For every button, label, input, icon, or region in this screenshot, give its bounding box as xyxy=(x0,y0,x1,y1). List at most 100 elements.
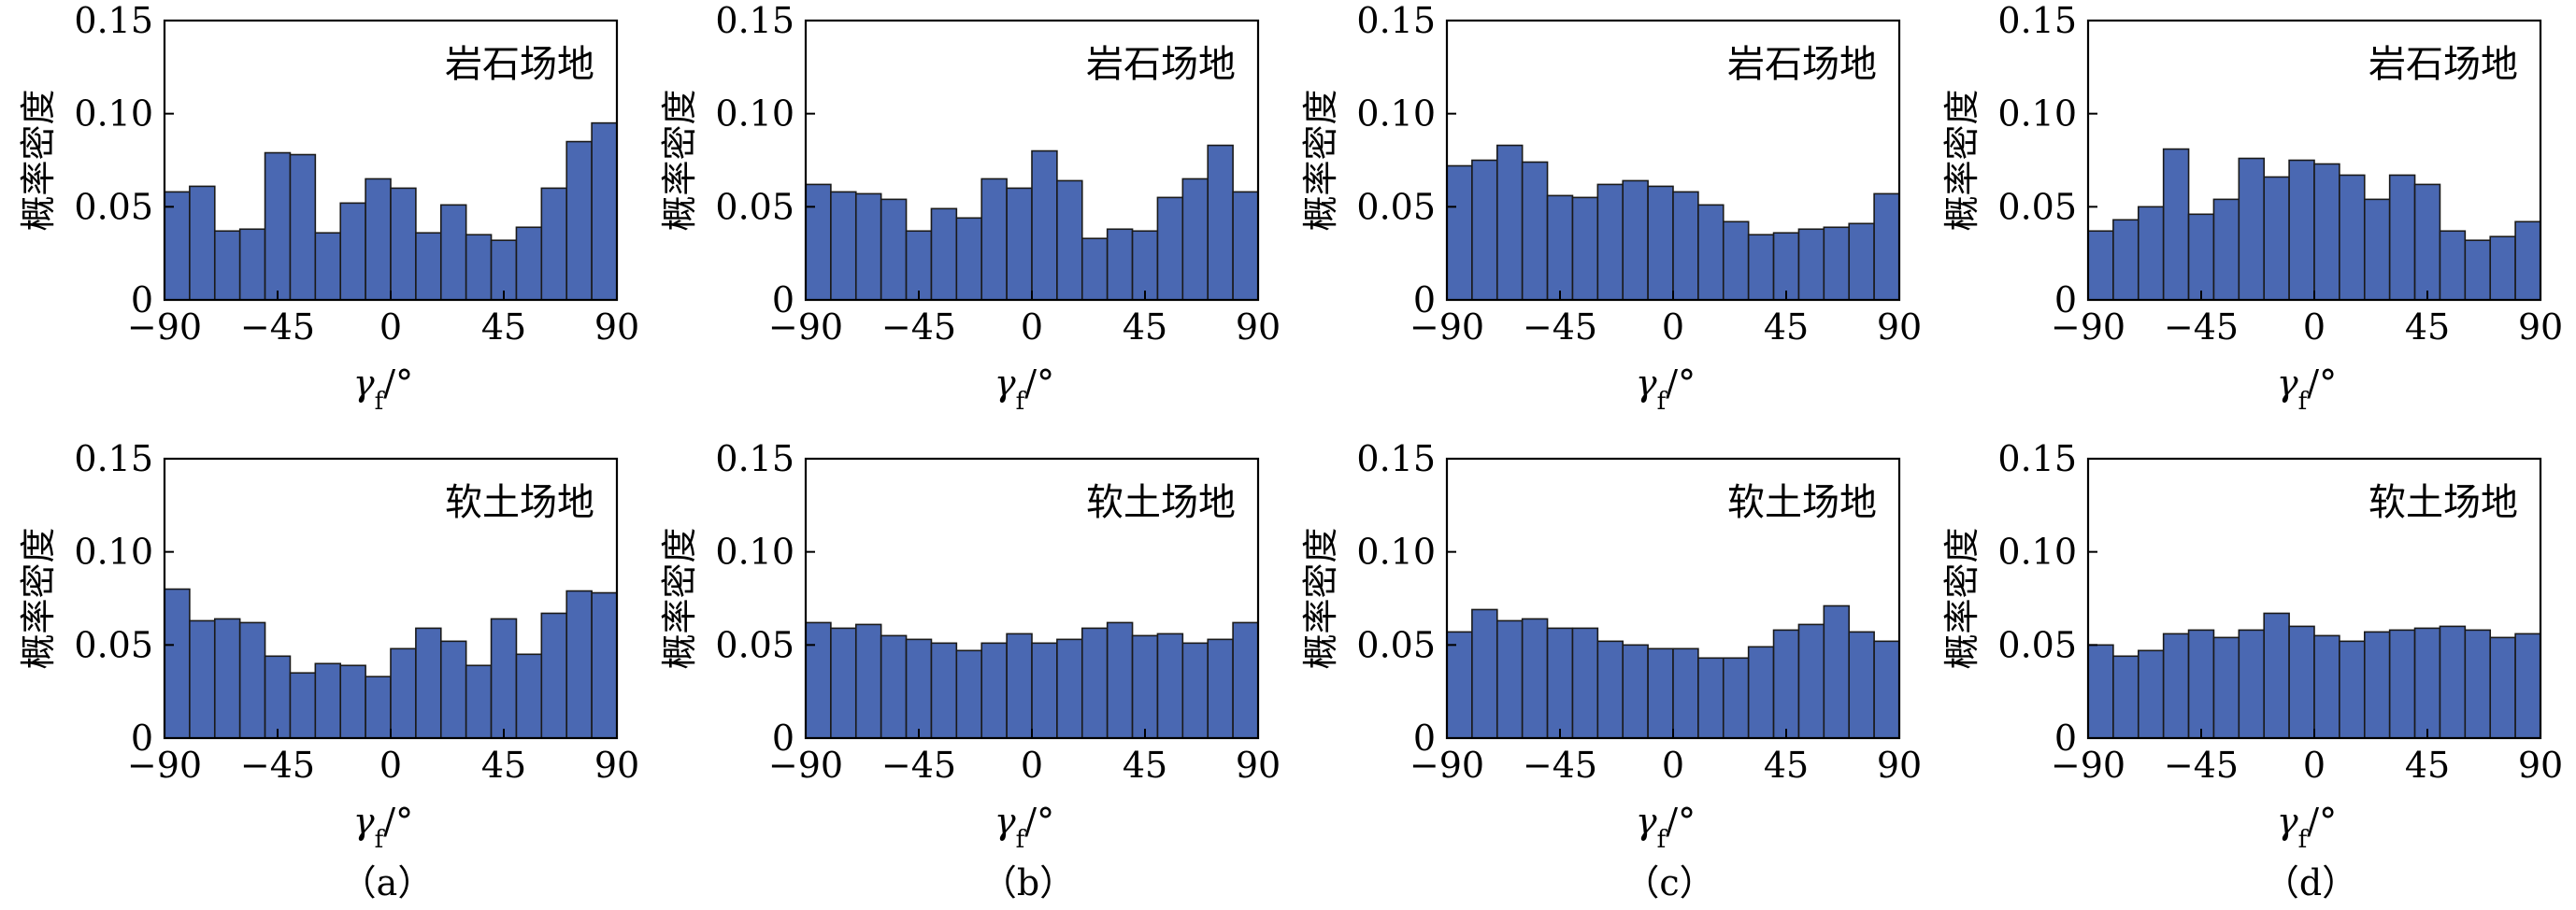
panel-rock-c-site-label: 岩石场地 xyxy=(1727,43,1877,86)
panel-soft-d-bar xyxy=(2212,636,2240,739)
panel-soft-d-ytick-label: 0 xyxy=(2054,718,2077,759)
panel-rock-b-ytick-label: 0.15 xyxy=(715,0,794,41)
panel-rock-a-xtick-label: −90 xyxy=(127,306,202,348)
panel-soft-a-bar xyxy=(238,621,266,739)
panel-soft-c-ytick-label: 0 xyxy=(1413,718,1436,759)
panel-rock-a-xtick-label: −45 xyxy=(240,306,315,348)
panel-soft-c-bar xyxy=(1571,627,1599,739)
panel-soft-c-bar xyxy=(1722,657,1750,739)
panel-rock-c-bar xyxy=(1521,161,1549,301)
panel-rock-a-bar xyxy=(390,187,417,301)
panel-rock-a-xtick-label: 45 xyxy=(481,306,526,348)
panel-rock-d-ylabel: 概率密度 xyxy=(1941,89,1982,231)
panel-rock-b-bar xyxy=(930,207,958,301)
panel-soft-a-xtick-label: −45 xyxy=(240,745,315,786)
panel-rock-b-bar xyxy=(830,191,857,301)
panel-soft-d-site-label: 软土场地 xyxy=(2368,481,2518,524)
panel-rock-d-bar xyxy=(2238,157,2266,301)
panel-soft-d-bar xyxy=(2288,625,2315,739)
panel-rock-c-bar xyxy=(1446,164,1473,301)
panel-rock-c-bar xyxy=(1496,144,1524,301)
panel-soft-d-bar xyxy=(2187,629,2215,739)
panel-soft-c-bar xyxy=(1521,618,1549,739)
panel-rock-a-xtick-label: 90 xyxy=(594,306,639,348)
panel-rock-a-bar xyxy=(365,178,392,301)
panel-rock-b-bar xyxy=(1106,228,1134,301)
panel-soft-b-bar xyxy=(830,627,857,739)
panel-rock-c-xtick-label: 90 xyxy=(1877,306,1922,348)
panel-rock-d-bar xyxy=(2187,213,2215,301)
panel-rock-b-bar xyxy=(1156,196,1184,301)
panel-rock-d-ytick-label: 0.15 xyxy=(1997,0,2077,41)
panel-soft-c-bar xyxy=(1672,647,1699,739)
panel-soft-b-bar xyxy=(854,623,882,739)
panel-rock-d-site-label: 岩石场地 xyxy=(2368,43,2518,86)
panel-soft-d-bar xyxy=(2489,636,2516,739)
panel-soft-a-ytick-label: 0.05 xyxy=(74,624,153,665)
panel-soft-b-xlabel: γf/° xyxy=(995,801,1054,854)
panel-rock-d-bar xyxy=(2288,159,2315,301)
panel-soft-b-ytick-label: 0.15 xyxy=(715,438,794,479)
panel-rock-d-bar xyxy=(2137,206,2165,301)
panel-soft-c-bar xyxy=(1697,657,1724,739)
panel-rock-b-ytick-label: 0 xyxy=(772,279,794,320)
panel-rock-b-ytick-label: 0.10 xyxy=(715,93,794,135)
panel-rock-c-bar xyxy=(1772,232,1800,301)
panel-rock-c-xtick-label: −90 xyxy=(1410,306,1484,348)
panel-soft-a-bar xyxy=(339,664,366,739)
panel-rock-d-bar xyxy=(2263,176,2290,301)
panel-soft-b-xtick-label: 0 xyxy=(1021,745,1043,786)
panel-rock-b-xtick-label: 0 xyxy=(1021,306,1043,348)
panel-rock-d-bar xyxy=(2439,230,2467,301)
panel-soft-a-site-label: 软土场地 xyxy=(445,481,594,524)
panel-rock-b-xtick-label: −45 xyxy=(881,306,956,348)
panel-rock-d-xtick-label: −90 xyxy=(2051,306,2125,348)
panel-soft-b-bar xyxy=(880,634,908,739)
panel-soft-b-bar xyxy=(1156,633,1184,739)
panel-soft-d-ytick-label: 0.05 xyxy=(1997,624,2077,665)
panel-rock-b-bar xyxy=(1207,144,1234,301)
panel-soft-a-bar xyxy=(565,590,593,739)
panel-rock-b-bar xyxy=(805,183,832,301)
panel-soft-c-bar xyxy=(1471,608,1498,739)
panel-rock-a-bar xyxy=(238,228,266,301)
panel-soft-d-bar xyxy=(2238,629,2266,739)
panel-soft-c-ytick-label: 0.05 xyxy=(1356,624,1436,665)
panel-soft-b-bar xyxy=(1006,633,1033,739)
panel-rock-c-ytick-label: 0 xyxy=(1413,279,1436,320)
panel-rock-a-ytick-label: 0.10 xyxy=(74,93,153,135)
panel-rock-c-bar xyxy=(1873,192,1900,301)
panel-rock-a-bar xyxy=(591,121,618,301)
panel-rock-c-xtick-label: 45 xyxy=(1764,306,1809,348)
panel-rock-a-bar xyxy=(439,204,467,301)
panel-soft-a-bar xyxy=(515,653,543,739)
panel-soft-c-bar xyxy=(1747,646,1775,739)
panel-rock-c-bar xyxy=(1596,183,1624,301)
panel-rock-b-bar xyxy=(1031,149,1058,301)
panel-soft-c-xtick-label: 90 xyxy=(1877,745,1922,786)
panel-rock-d-bar xyxy=(2162,148,2190,301)
panel-rock-b-ytick-label: 0.05 xyxy=(715,186,794,227)
panel-rock-d-bar xyxy=(2212,198,2240,301)
panel-soft-c-bar xyxy=(1823,604,1851,739)
panel-rock-a-bar xyxy=(314,232,342,301)
panel-rock-b-bar xyxy=(905,230,933,301)
panel-soft-b-ytick-label: 0.05 xyxy=(715,624,794,665)
panel-soft-b-bar xyxy=(805,621,832,739)
panel-soft-c-ylabel: 概率密度 xyxy=(1300,527,1341,669)
panel-soft-d-xtick-label: 45 xyxy=(2405,745,2450,786)
panel-soft-b-bar xyxy=(1056,638,1083,739)
panel-rock-a-site-label: 岩石场地 xyxy=(445,43,594,86)
panel-soft-a-bar xyxy=(490,618,518,739)
panel-soft-c-bar xyxy=(1647,647,1674,739)
panel-soft-b-bar xyxy=(980,642,1008,739)
panel-rock-d-bar xyxy=(2313,163,2340,301)
panel-soft-d-xtick-label: 0 xyxy=(2303,745,2326,786)
panel-rock-b-xtick-label: −90 xyxy=(768,306,843,348)
panel-soft-a-xtick-label: 0 xyxy=(379,745,402,786)
panel-soft-b-bar xyxy=(1207,638,1234,739)
panel-rock-b-bar xyxy=(980,178,1008,301)
panel-soft-d-bar xyxy=(2464,629,2492,739)
panel-rock-b-xtick-label: 90 xyxy=(1236,306,1281,348)
panel-rock-a-bar xyxy=(164,191,191,301)
